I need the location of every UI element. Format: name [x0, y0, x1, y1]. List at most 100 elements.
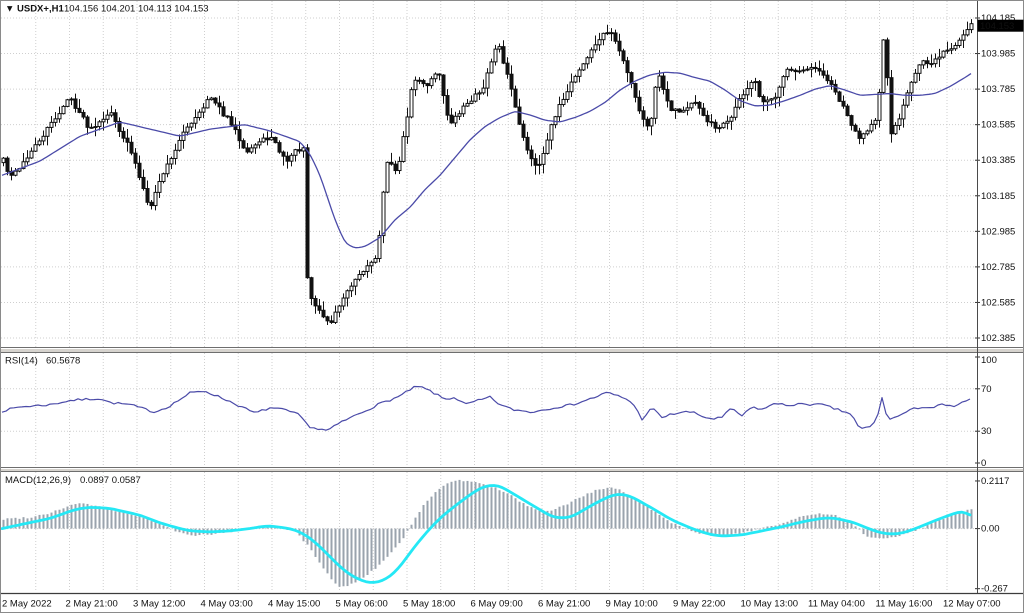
candle-up: [485, 72, 490, 89]
candle-up: [301, 147, 306, 152]
time-axis-label: 12 May 07:00: [943, 599, 1001, 610]
candle-down: [621, 50, 626, 62]
candle-up: [585, 57, 590, 65]
candle-up: [653, 86, 658, 119]
candle-up: [749, 81, 754, 90]
candle-down: [265, 137, 270, 141]
main-price-pane[interactable]: [1, 1, 977, 347]
time-axis-label: 5 May 18:00: [403, 599, 455, 610]
candle-up: [205, 99, 210, 109]
candle-up: [601, 32, 606, 41]
candle-down: [133, 152, 138, 164]
candle-down: [297, 149, 302, 152]
time-axis-label: 6 May 09:00: [471, 599, 523, 610]
time-axis-label: 2 May 21:00: [66, 599, 118, 610]
candle-up: [781, 76, 786, 88]
candle-up: [477, 92, 482, 95]
candle-down: [821, 70, 826, 76]
candle-up: [797, 70, 802, 73]
candle-down: [149, 201, 154, 207]
candle-up: [37, 140, 42, 146]
candle-down: [501, 46, 506, 64]
candle-down: [833, 83, 838, 93]
candle-down: [129, 141, 134, 154]
candle-up: [345, 290, 350, 299]
candle-up: [589, 49, 594, 59]
candle-up: [253, 144, 258, 149]
candle-up: [197, 111, 202, 119]
time-axis-label: 11 May 04:00: [808, 599, 865, 610]
candle-up: [785, 68, 790, 78]
candle-up: [493, 48, 498, 63]
candle-up: [553, 116, 558, 126]
candle-down: [213, 97, 218, 104]
candle-down: [325, 316, 330, 322]
candle-up: [581, 63, 586, 71]
candle-up: [561, 98, 566, 106]
candle-up: [769, 98, 774, 101]
candle-down: [637, 96, 642, 112]
candle-up: [773, 96, 778, 100]
candle-up: [109, 112, 114, 116]
candle-down: [837, 91, 842, 102]
candle-up: [689, 102, 694, 109]
price-axis-label: 103.985: [981, 49, 1015, 60]
candle-down: [885, 39, 890, 79]
candle-up: [565, 91, 570, 100]
candle-down: [857, 130, 862, 139]
symbol-dropdown-icon[interactable]: ▼: [5, 4, 14, 15]
candle-down: [305, 147, 310, 279]
candle-up: [21, 161, 26, 170]
candle-up: [649, 117, 654, 127]
candle-down: [853, 124, 858, 132]
pane-separator-rsi[interactable]: [0, 347, 1024, 353]
candle-up: [953, 44, 958, 50]
candle-down: [841, 100, 846, 107]
candle-up: [161, 173, 166, 183]
candle-down: [817, 68, 822, 72]
candle-up: [341, 297, 346, 307]
candle-up: [29, 150, 34, 159]
candle-up: [657, 75, 662, 88]
candle-up: [13, 170, 18, 176]
macd-pane[interactable]: [1, 472, 977, 592]
time-axis-label: 10 May 13:00: [741, 599, 799, 610]
candle-up: [25, 157, 30, 163]
candle-down: [425, 83, 430, 87]
candle-down: [521, 123, 526, 138]
candle-up: [549, 124, 554, 141]
candle-down: [793, 69, 798, 73]
candle-up: [61, 105, 66, 115]
candle-down: [757, 81, 762, 97]
candle-up: [725, 120, 730, 124]
pane-separator-macd[interactable]: [0, 467, 1024, 473]
candle-down: [437, 73, 442, 76]
candle-up: [89, 126, 94, 129]
candle-down: [845, 105, 850, 117]
moving-average-line: [1, 71, 972, 249]
price-axis: 104.185 103.985 103.785 103.585 103.385 103.1…: [975, 13, 1015, 344]
candle-down: [849, 115, 854, 126]
candle-down: [5, 157, 10, 172]
candle-down: [829, 80, 834, 85]
candle-up: [861, 133, 866, 139]
candle-down: [313, 298, 318, 307]
candle-down: [449, 114, 454, 124]
candle-up: [65, 99, 70, 107]
candle-down: [245, 147, 250, 153]
candle-up: [473, 93, 478, 102]
candle-up: [901, 104, 906, 120]
candle-up: [49, 121, 54, 128]
candle-down: [273, 136, 278, 144]
rsi-pane[interactable]: [1, 353, 977, 467]
candle-up: [717, 127, 722, 130]
candle-up: [1, 157, 6, 164]
candle-up: [397, 160, 402, 172]
price-axis-label: 103.185: [981, 191, 1015, 202]
macd-axis-label: 0.00: [981, 524, 1000, 535]
candle-up: [805, 68, 810, 71]
candle-up: [597, 39, 602, 46]
candle-down: [113, 112, 118, 122]
